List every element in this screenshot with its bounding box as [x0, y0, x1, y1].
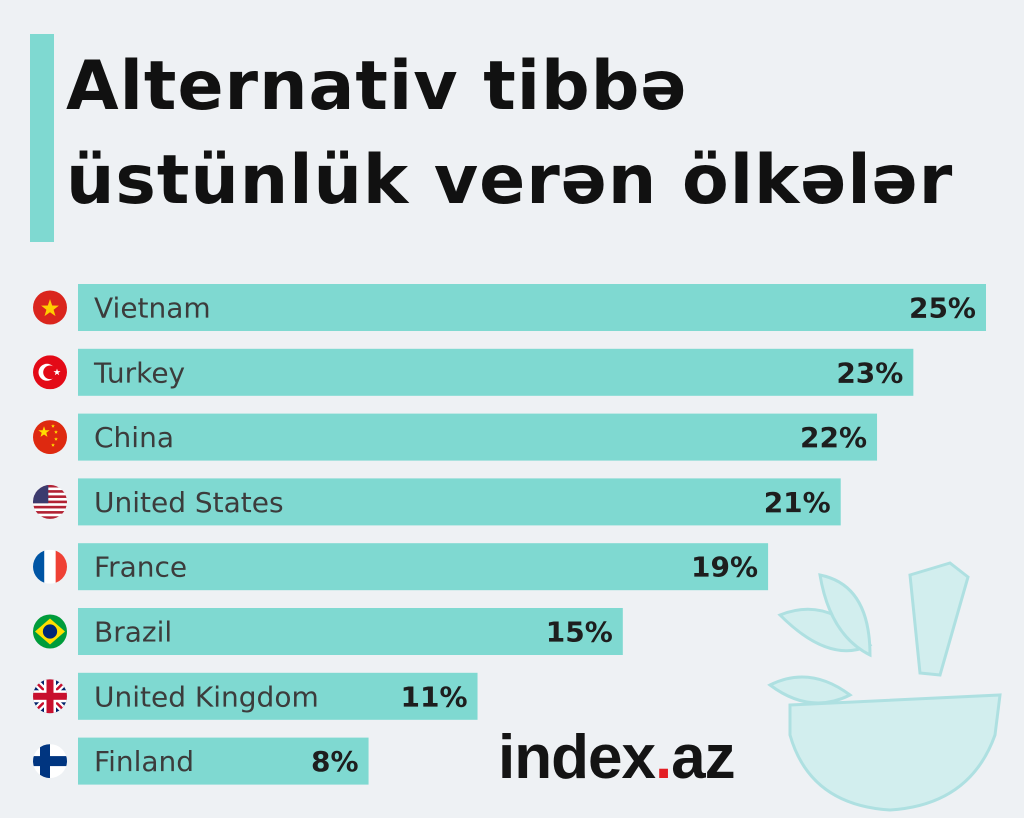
- bar-category-label: United Kingdom: [94, 680, 319, 713]
- bar-row: France 19%: [33, 543, 769, 591]
- chart-title: Alternativ tibbə üstünlük verən ölkələr: [66, 40, 1006, 228]
- bar-category-label: Turkey: [93, 356, 185, 389]
- mortar-pestle-leaves-illustration: [767, 561, 1002, 812]
- usa-flag-icon: [33, 484, 67, 519]
- turkey-flag-icon: [33, 355, 67, 390]
- bar-category-label: Brazil: [94, 616, 172, 649]
- title-line-1: Alternativ tibbə: [66, 47, 688, 126]
- bar-value-label: 15%: [546, 616, 613, 649]
- bar: [78, 543, 769, 591]
- bar-value-label: 19%: [691, 551, 758, 584]
- finland-flag-icon: [33, 744, 67, 779]
- france-flag-icon: [33, 549, 67, 584]
- bar-category-label: Vietnam: [94, 292, 211, 325]
- bar-row: Finland 8%: [33, 737, 369, 785]
- bar-value-label: 21%: [764, 486, 831, 519]
- bar-value-label: 8%: [311, 745, 359, 778]
- bar: [78, 737, 369, 785]
- bar-category-label: United States: [94, 486, 284, 519]
- bar-category-label: China: [94, 421, 174, 454]
- bar-value-label: 25%: [909, 292, 976, 325]
- bar-value-label: 22%: [800, 421, 867, 454]
- bar-row: Brazil 15%: [33, 608, 623, 655]
- bar-category-label: Finland: [94, 745, 194, 778]
- title-line-2: üstünlük verən ölkələr: [66, 141, 954, 220]
- china-flag-icon: [33, 420, 67, 455]
- index-az-logo: index.az: [498, 723, 736, 792]
- bar: [78, 608, 623, 655]
- bar-category-label: France: [94, 551, 187, 584]
- bar: [78, 672, 478, 720]
- brazil-flag-icon: [33, 614, 67, 649]
- bar-row: Vietnam 25%: [33, 284, 986, 331]
- bar: [78, 284, 986, 331]
- bar: [78, 478, 841, 526]
- uk-flag-icon: [33, 679, 67, 714]
- bar: [78, 348, 914, 396]
- vietnam-flag-icon: [33, 290, 67, 325]
- bar-row: China 22%: [33, 413, 878, 461]
- bar-value-label: 23%: [836, 356, 903, 389]
- bar: [78, 413, 878, 461]
- bar-value-label: 11%: [400, 680, 467, 713]
- title-accent-bar: [30, 34, 54, 242]
- bar-row: Turkey 23%: [33, 348, 914, 396]
- bar-row: United Kingdom 11%: [33, 672, 478, 720]
- bar-row: United States 21%: [33, 478, 841, 526]
